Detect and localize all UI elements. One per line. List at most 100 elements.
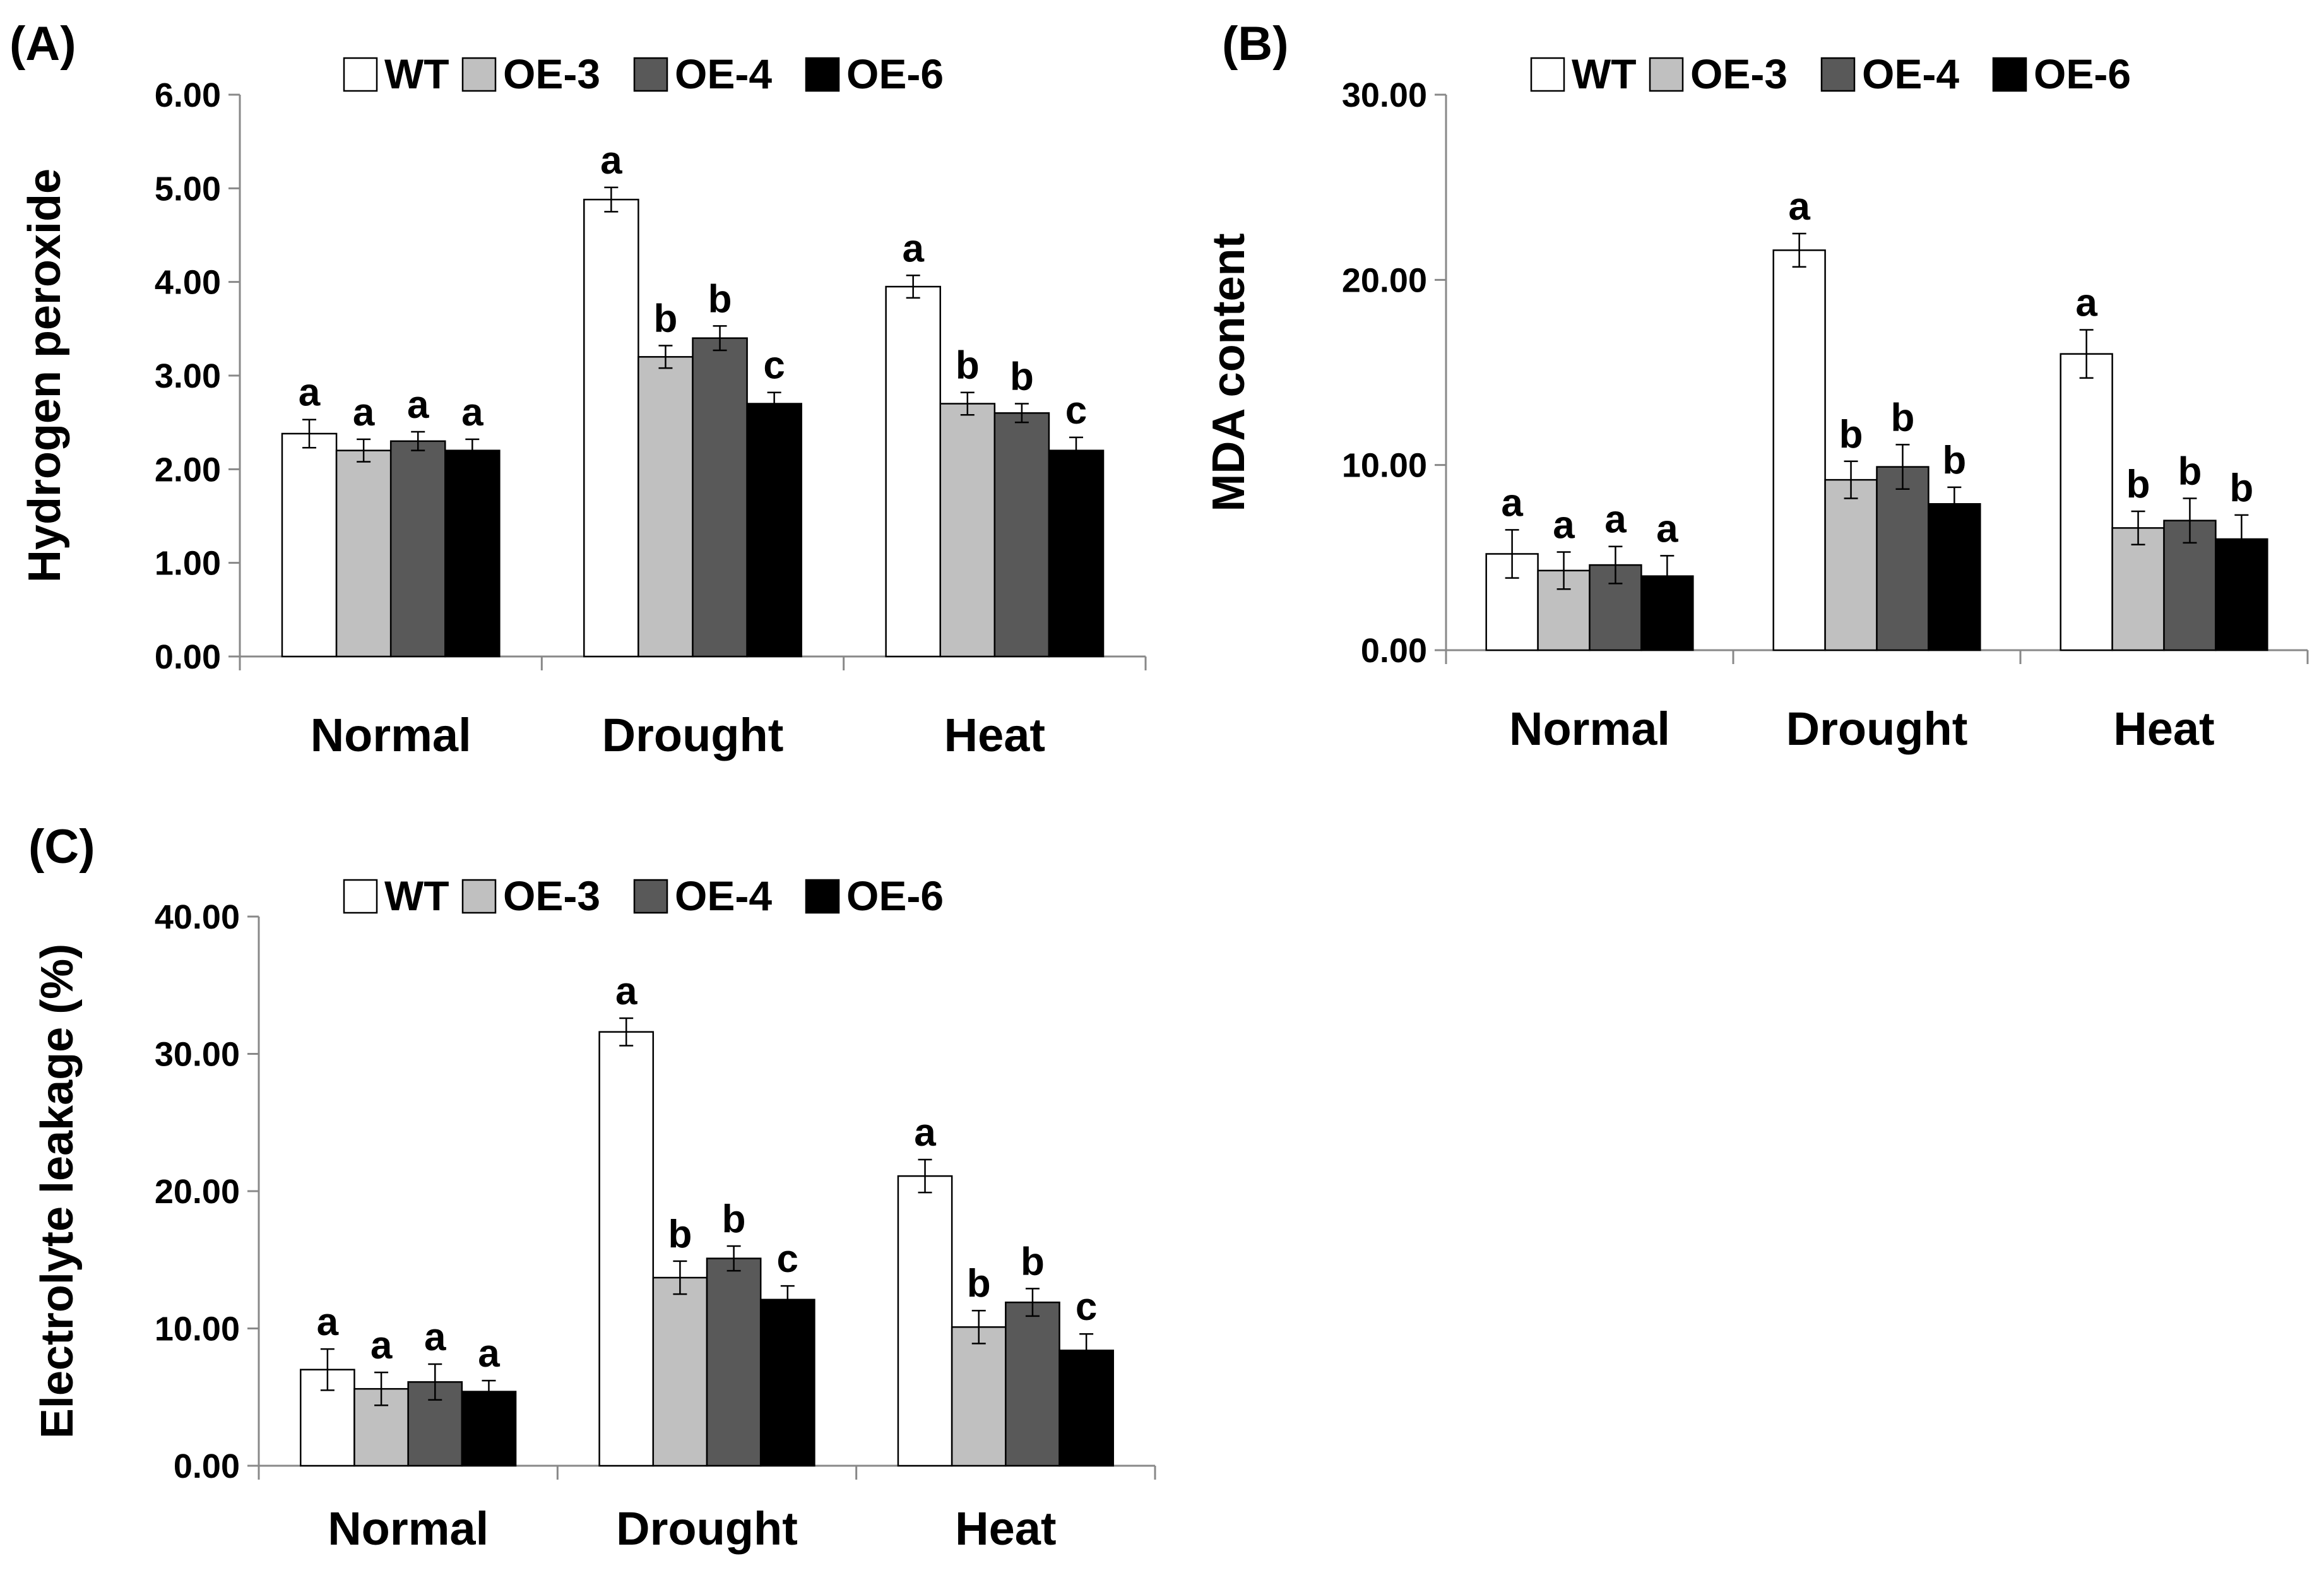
significance-letter: a (1501, 481, 1523, 525)
category-label-normal: Normal (1509, 703, 1670, 755)
legend-swatch-wt (343, 879, 378, 914)
bar-oe-4-drought (706, 1257, 762, 1467)
y-tick-label: 0.00 (1361, 632, 1427, 670)
legend-swatch-wt (343, 57, 378, 92)
bar-wt-heat (2060, 353, 2113, 651)
y-tick-label: 30.00 (1342, 76, 1427, 114)
significance-letter: a (371, 1324, 393, 1367)
significance-letter: b (708, 277, 732, 321)
category-label-drought: Drought (602, 709, 784, 761)
category-label-drought: Drought (616, 1502, 798, 1555)
bar-oe-6-normal (461, 1391, 517, 1467)
error-bar (482, 1379, 496, 1404)
significance-letter: a (615, 970, 637, 1013)
y-tick-label: 0.00 (174, 1447, 240, 1485)
y-tick-label: 6.00 (155, 76, 221, 114)
bar-oe-3-drought (652, 1276, 708, 1467)
error-bar (1069, 436, 1083, 465)
significance-letter: b (1021, 1240, 1045, 1283)
bar-oe-6-normal (444, 449, 501, 658)
bar-wt-drought (583, 198, 639, 658)
significance-letter: a (1604, 498, 1627, 542)
error-bar (1947, 486, 1962, 521)
significance-letter: a (353, 391, 375, 434)
significance-letter: a (1788, 185, 1810, 229)
chart-svg: (A) Hydrogen peroxide 0.00 1.00 2.00 3.00 4.00… (9, 17, 1147, 761)
error-bar (673, 1260, 687, 1295)
legend-label-oe-3: OE-3 (503, 50, 600, 97)
legend-label-wt: WT (1572, 50, 1637, 97)
error-bar (465, 438, 480, 463)
error-bar (918, 1158, 932, 1194)
y-axis-label: MDA content (1204, 233, 1254, 511)
y-tick-label: 10.00 (1342, 447, 1427, 485)
significance-letter: b (1891, 396, 1915, 439)
y-tick-label: 20.00 (1342, 261, 1427, 299)
y-tick-label: 1.00 (155, 545, 221, 583)
chart-panel-a: (A) Hydrogen peroxide 0.00 1.00 2.00 3.00 4.00… (0, 0, 1162, 790)
y-tick-label: 10.00 (155, 1310, 240, 1348)
legend-label-oe-3: OE-3 (503, 872, 600, 919)
chart-svg: (C) Electrolyte leakage (%) 0.00 10.00 20.00… (28, 820, 1156, 1555)
error-bar (374, 1371, 389, 1406)
significance-letter: c (1065, 389, 1087, 432)
significance-letter: c (763, 344, 785, 388)
bar-oe-4-normal (389, 440, 446, 658)
error-bar (1895, 444, 1910, 490)
legend-swatch-oe-4 (633, 57, 668, 92)
bar-oe-4-heat (1005, 1301, 1060, 1467)
significance-letter: b (2178, 449, 2202, 493)
legend-label-oe-4: OE-4 (1862, 50, 1959, 97)
error-bar (1556, 551, 1571, 590)
panel-label: (A) (9, 17, 76, 71)
legend: WT OE-3 OE-4 OE-6 (343, 50, 944, 97)
category-label-normal: Normal (311, 709, 471, 761)
y-tick-label: 4.00 (155, 264, 221, 302)
y-axis-label: Hydrogen peroxide (20, 169, 70, 583)
error-bar (302, 419, 317, 449)
legend-swatch-oe-4 (633, 879, 668, 914)
significance-letter: c (777, 1237, 798, 1281)
legend-swatch-oe-3 (1649, 57, 1684, 92)
error-bar (428, 1363, 442, 1401)
error-bar (2234, 514, 2249, 564)
legend: WT OE-3 OE-4 OE-6 (343, 872, 944, 919)
significance-letter: b (956, 344, 980, 388)
legend: WT OE-3 OE-4 OE-6 (1530, 50, 2131, 97)
chart-svg: (B) MDA content 0.00 10.00 20.00 30.00 Normal D… (1204, 17, 2309, 755)
bar-oe-4-drought (1876, 466, 1930, 651)
chart-panel-b: (B) MDA content 0.00 10.00 20.00 30.00 Normal D… (1162, 0, 2324, 790)
significance-letter: a (461, 391, 483, 434)
significance-letter: a (1656, 507, 1678, 550)
legend-label-wt: WT (384, 50, 449, 97)
category-label-normal: Normal (328, 1502, 489, 1555)
bar-wt-heat (897, 1175, 953, 1467)
legend-swatch-oe-4 (1820, 57, 1856, 92)
significance-letter: a (914, 1111, 936, 1155)
bar-oe-4-heat (993, 412, 1050, 658)
category-label-heat: Heat (2113, 703, 2214, 755)
bar-oe-6-drought (1928, 503, 1981, 651)
y-tick-label: 0.00 (155, 638, 221, 676)
error-bar (2183, 497, 2197, 544)
error-bar (604, 186, 619, 213)
legend-label-oe-4: OE-4 (675, 872, 772, 919)
bar-oe-3-heat (939, 403, 996, 658)
y-tick-label: 20.00 (155, 1173, 240, 1211)
significance-letter: b (722, 1197, 746, 1241)
bar-oe-3-drought (1824, 478, 1878, 651)
y-tick-label: 30.00 (155, 1036, 240, 1074)
significance-letter: a (317, 1300, 339, 1344)
bar-oe-3-normal (335, 449, 392, 658)
panel-label: (C) (28, 820, 95, 874)
error-bar (906, 275, 920, 299)
legend-swatch-oe-3 (461, 879, 497, 914)
significance-letter: b (2126, 463, 2150, 506)
y-tick-label: 5.00 (155, 170, 221, 208)
significance-letter: b (2229, 466, 2253, 510)
error-bar (1660, 555, 1675, 598)
bar-wt-drought (1772, 249, 1826, 651)
error-bar (1792, 232, 1806, 268)
error-bar (960, 391, 975, 416)
y-tick-label: 2.00 (155, 451, 221, 489)
